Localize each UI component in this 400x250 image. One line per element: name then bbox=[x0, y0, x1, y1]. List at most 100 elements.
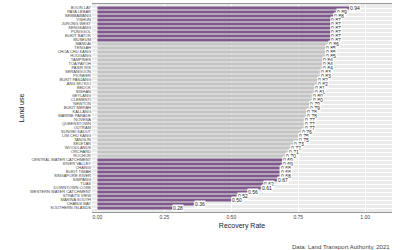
svg-text:MARINE PARADE: MARINE PARADE bbox=[58, 113, 91, 118]
svg-text:CHOA CHU KANG: CHOA CHU KANG bbox=[57, 49, 91, 54]
svg-text:0.80: 0.80 bbox=[313, 97, 323, 103]
svg-text:0.73: 0.73 bbox=[294, 141, 304, 147]
svg-text:1.00: 1.00 bbox=[360, 214, 370, 220]
svg-text:CENTRAL WATER CATCHMENT: CENTRAL WATER CATCHMENT bbox=[31, 157, 91, 162]
svg-text:DOWNTOWN CORE: DOWNTOWN CORE bbox=[54, 185, 92, 190]
svg-text:RIVER VALLEY: RIVER VALLEY bbox=[63, 161, 91, 166]
svg-text:WESTERN WATER CATCHMENT: WESTERN WATER CATCHMENT bbox=[30, 189, 92, 194]
svg-text:0.75: 0.75 bbox=[299, 137, 309, 143]
svg-text:NOVENA: NOVENA bbox=[74, 117, 91, 122]
svg-text:0.85: 0.85 bbox=[326, 49, 336, 55]
svg-text:0.80: 0.80 bbox=[313, 93, 323, 99]
svg-text:PAYA LEBAR: PAYA LEBAR bbox=[67, 9, 91, 14]
svg-text:SOUTHERN ISLANDS: SOUTHERN ISLANDS bbox=[50, 205, 91, 210]
svg-text:0.81: 0.81 bbox=[315, 85, 325, 91]
svg-text:0.87: 0.87 bbox=[331, 25, 341, 31]
svg-text:0.89: 0.89 bbox=[337, 9, 347, 15]
svg-text:TUAS: TUAS bbox=[80, 181, 91, 186]
svg-text:0.50: 0.50 bbox=[232, 197, 242, 203]
svg-text:0.84: 0.84 bbox=[323, 57, 333, 63]
svg-text:0.25: 0.25 bbox=[159, 214, 169, 220]
svg-text:0.82: 0.82 bbox=[318, 77, 328, 83]
svg-text:Recovery Rate: Recovery Rate bbox=[219, 222, 265, 230]
svg-text:BEDOK: BEDOK bbox=[77, 85, 91, 90]
svg-text:CHANGI: CHANGI bbox=[75, 165, 91, 170]
svg-text:0.83: 0.83 bbox=[321, 69, 331, 75]
svg-text:HOUGANG: HOUGANG bbox=[70, 53, 91, 58]
svg-text:SIMPANG: SIMPANG bbox=[73, 177, 91, 182]
svg-text:PIONEER: PIONEER bbox=[73, 73, 91, 78]
svg-text:SELETAR: SELETAR bbox=[73, 141, 91, 146]
svg-text:0.84: 0.84 bbox=[323, 61, 333, 67]
svg-text:0.68: 0.68 bbox=[281, 173, 291, 179]
svg-text:TOA PAYOH: TOA PAYOH bbox=[69, 61, 92, 66]
svg-text:0.77: 0.77 bbox=[305, 121, 315, 127]
svg-text:0.69: 0.69 bbox=[283, 157, 293, 163]
svg-text:0.68: 0.68 bbox=[281, 165, 291, 171]
svg-text:0.62: 0.62 bbox=[264, 181, 274, 187]
svg-text:BUKIT BATOK: BUKIT BATOK bbox=[65, 33, 91, 38]
svg-text:0.67: 0.67 bbox=[278, 177, 288, 183]
svg-text:0.72: 0.72 bbox=[291, 145, 301, 151]
svg-text:0.87: 0.87 bbox=[331, 17, 341, 23]
svg-text:STRAITS VIEW: STRAITS VIEW bbox=[63, 193, 91, 198]
svg-text:SERANGOON: SERANGOON bbox=[65, 69, 91, 74]
svg-text:PASIR RIS: PASIR RIS bbox=[72, 65, 92, 70]
svg-text:0.77: 0.77 bbox=[305, 117, 315, 123]
svg-text:TANGLIN: TANGLIN bbox=[74, 137, 91, 142]
svg-text:PUNGGOL: PUNGGOL bbox=[71, 29, 92, 34]
svg-text:LIM CHU KANG: LIM CHU KANG bbox=[62, 133, 91, 138]
svg-text:BUKIT MERAH: BUKIT MERAH bbox=[64, 105, 91, 110]
svg-text:NEWTON: NEWTON bbox=[73, 101, 91, 106]
svg-text:TAMPINES: TAMPINES bbox=[71, 57, 91, 62]
svg-text:0.87: 0.87 bbox=[331, 33, 341, 39]
svg-text:0.87: 0.87 bbox=[331, 21, 341, 27]
svg-text:0.85: 0.85 bbox=[326, 53, 336, 59]
svg-text:0.94: 0.94 bbox=[350, 5, 360, 11]
svg-text:0.71: 0.71 bbox=[289, 149, 299, 155]
svg-text:0.75: 0.75 bbox=[293, 214, 303, 220]
svg-text:GEYLANG: GEYLANG bbox=[72, 93, 91, 98]
svg-text:0.81: 0.81 bbox=[315, 89, 325, 95]
svg-text:CLEMENTI: CLEMENTI bbox=[71, 97, 91, 102]
svg-text:0.56: 0.56 bbox=[248, 189, 258, 195]
svg-text:SUNGEI KADUT: SUNGEI KADUT bbox=[61, 129, 92, 134]
svg-text:SEMBAWANG: SEMBAWANG bbox=[65, 13, 91, 18]
svg-text:0.86: 0.86 bbox=[329, 41, 339, 47]
svg-text:0.87: 0.87 bbox=[331, 37, 341, 43]
svg-text:0.79: 0.79 bbox=[310, 101, 320, 107]
svg-text:BISHAN: BISHAN bbox=[76, 89, 91, 94]
svg-text:0.78: 0.78 bbox=[307, 109, 317, 115]
svg-text:WOODLANDS: WOODLANDS bbox=[65, 145, 92, 150]
svg-text:0.87: 0.87 bbox=[331, 29, 341, 35]
svg-text:OUTRAM: OUTRAM bbox=[74, 125, 91, 130]
svg-text:Data: Land Transport Authority: Data: Land Transport Authority, 2021 bbox=[292, 244, 390, 250]
svg-text:BUKIT TIMAH: BUKIT TIMAH bbox=[66, 169, 91, 174]
svg-text:MARINA SOUTH: MARINA SOUTH bbox=[61, 197, 92, 202]
svg-text:SENGKANG: SENGKANG bbox=[68, 25, 91, 30]
svg-text:0.50: 0.50 bbox=[226, 214, 236, 220]
svg-text:0.88: 0.88 bbox=[334, 13, 344, 19]
svg-text:JURONG WEST: JURONG WEST bbox=[61, 21, 91, 26]
svg-text:0.61: 0.61 bbox=[262, 185, 272, 191]
svg-text:0.70: 0.70 bbox=[286, 153, 296, 159]
svg-text:KALLANG: KALLANG bbox=[73, 109, 91, 114]
svg-text:0.69: 0.69 bbox=[283, 161, 293, 167]
svg-text:SINGAPORE RIVER: SINGAPORE RIVER bbox=[54, 173, 91, 178]
svg-text:0.68: 0.68 bbox=[281, 169, 291, 175]
svg-text:MANDAI: MANDAI bbox=[75, 41, 91, 46]
svg-text:0.79: 0.79 bbox=[310, 105, 320, 111]
svg-text:0.75: 0.75 bbox=[299, 133, 309, 139]
svg-text:0.77: 0.77 bbox=[305, 125, 315, 131]
svg-text:ANG MO KIO: ANG MO KIO bbox=[67, 81, 91, 86]
svg-text:0.83: 0.83 bbox=[321, 73, 331, 79]
svg-text:CHANGI BAY: CHANGI BAY bbox=[67, 201, 92, 206]
svg-text:ORCHARD: ORCHARD bbox=[71, 149, 91, 154]
svg-text:BOON LAY: BOON LAY bbox=[71, 5, 91, 10]
svg-text:ROCHOR: ROCHOR bbox=[73, 153, 91, 158]
svg-text:TENGAH: TENGAH bbox=[74, 45, 91, 50]
svg-text:0.52: 0.52 bbox=[238, 193, 248, 199]
svg-text:0.28: 0.28 bbox=[173, 205, 183, 211]
svg-text:BUKIT PANJANG: BUKIT PANJANG bbox=[60, 77, 91, 82]
svg-text:YISHUN: YISHUN bbox=[76, 17, 91, 22]
